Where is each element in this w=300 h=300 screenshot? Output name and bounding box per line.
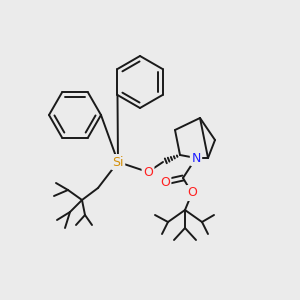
Text: O: O [160, 176, 170, 188]
Text: O: O [187, 187, 197, 200]
Text: N: N [191, 152, 201, 164]
Text: O: O [143, 166, 153, 178]
Text: Si: Si [112, 155, 124, 169]
